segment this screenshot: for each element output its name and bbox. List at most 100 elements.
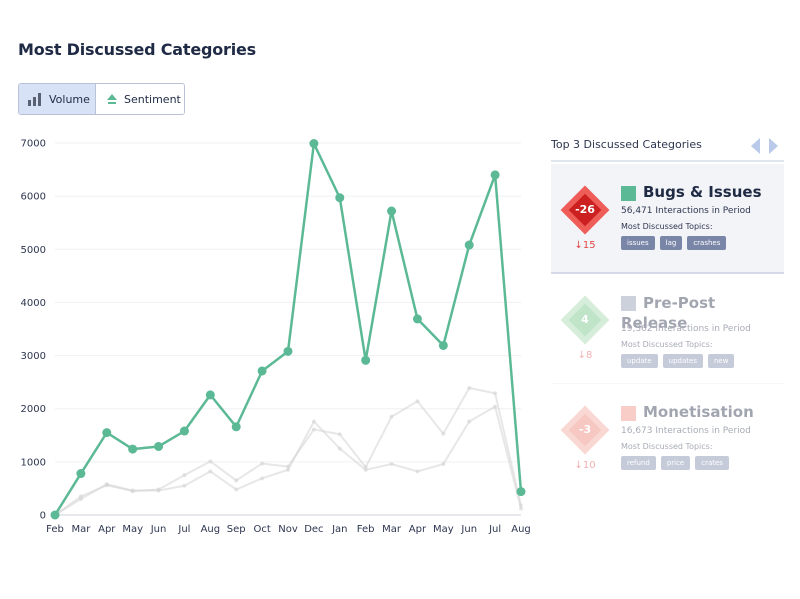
y-tick-label: 3000 bbox=[21, 351, 46, 362]
data-point bbox=[337, 432, 342, 437]
sentiment-diamond: -3 bbox=[560, 405, 610, 455]
data-point bbox=[76, 469, 86, 479]
data-point bbox=[78, 494, 83, 499]
category-swatch bbox=[621, 296, 636, 311]
x-tick-label: Oct bbox=[253, 524, 270, 535]
x-tick-label: Jul bbox=[177, 524, 190, 535]
data-point bbox=[260, 461, 265, 466]
topic-chip[interactable]: crates bbox=[695, 456, 729, 470]
data-point bbox=[441, 431, 446, 436]
page-title: Most Discussed Categories bbox=[18, 40, 256, 59]
data-point bbox=[387, 206, 397, 216]
sentiment-label: Sentiment bbox=[124, 92, 181, 106]
data-point bbox=[493, 404, 498, 409]
topic-chip[interactable]: lag bbox=[659, 236, 683, 250]
series-line bbox=[54, 405, 522, 516]
sentiment-score: -3 bbox=[578, 423, 592, 436]
topics-label: Most Discussed Topics: bbox=[621, 340, 713, 349]
topic-chip[interactable]: update bbox=[621, 354, 658, 368]
x-tick-label: Jan bbox=[331, 524, 347, 535]
data-point bbox=[128, 444, 138, 454]
data-point bbox=[467, 385, 472, 390]
x-tick-label: Apr bbox=[409, 524, 427, 535]
x-tick-label: May bbox=[433, 524, 454, 535]
data-point bbox=[516, 487, 526, 497]
sentiment-score: -26 bbox=[575, 203, 595, 216]
data-point bbox=[205, 390, 215, 400]
data-point bbox=[154, 441, 164, 451]
x-tick-label: Mar bbox=[71, 524, 91, 535]
line-chart: 0 1000 2000 3000 4000 5000 6000 7000 Feb Mar Apr Ma… bbox=[21, 139, 531, 536]
data-point bbox=[493, 391, 498, 396]
x-tick-label: May bbox=[122, 524, 143, 535]
data-point bbox=[415, 469, 420, 474]
x-tick-label: Nov bbox=[278, 524, 298, 535]
data-point bbox=[50, 510, 60, 520]
x-tick-label: Feb bbox=[46, 524, 64, 535]
sentiment-diamond: 4 bbox=[560, 295, 610, 345]
data-point bbox=[335, 193, 345, 203]
topic-chips: issues lag crashes bbox=[621, 236, 727, 250]
data-point bbox=[156, 487, 161, 492]
topic-chip[interactable]: issues bbox=[621, 236, 655, 250]
score-delta: ↓15 bbox=[565, 240, 605, 251]
score-delta: ↓10 bbox=[565, 460, 605, 471]
topic-chip[interactable]: new bbox=[707, 354, 735, 368]
topic-chip[interactable]: updates bbox=[662, 354, 703, 368]
category-swatch bbox=[621, 406, 636, 421]
y-tick-label: 6000 bbox=[21, 192, 46, 203]
y-tick-label: 1000 bbox=[21, 457, 46, 468]
data-point bbox=[438, 340, 448, 350]
data-point bbox=[179, 426, 189, 436]
x-tick-label: Jun bbox=[150, 524, 167, 535]
topic-chip[interactable]: refund bbox=[621, 456, 656, 470]
y-tick-label: 7000 bbox=[21, 139, 46, 150]
data-point bbox=[415, 399, 420, 404]
x-tick-label: Dec bbox=[304, 524, 323, 535]
next-arrow-icon[interactable] bbox=[769, 138, 778, 154]
data-point bbox=[182, 473, 187, 478]
volume-tab[interactable]: Volume bbox=[19, 84, 96, 114]
score-delta: ↓8 bbox=[565, 350, 605, 361]
category-card[interactable]: -26 ↓15 Bugs & Issues 56,471 Interaction… bbox=[551, 164, 784, 274]
category-card[interactable]: -3 ↓10 Monetisation 16,673 Interactions … bbox=[551, 384, 784, 494]
topic-chip[interactable]: price bbox=[660, 456, 691, 470]
series-line bbox=[53, 142, 523, 516]
data-point bbox=[519, 506, 523, 511]
data-point bbox=[412, 314, 422, 324]
y-tick-label: 2000 bbox=[21, 404, 46, 415]
data-point bbox=[104, 483, 109, 488]
category-name: Monetisation bbox=[643, 403, 754, 421]
y-tick-label: 4000 bbox=[21, 298, 46, 309]
down-arrow-icon: ↓ bbox=[574, 460, 583, 471]
sentiment-diamond: -26 bbox=[560, 185, 610, 235]
sentiment-score: 4 bbox=[581, 313, 589, 326]
category-card[interactable]: 4 ↓8 Pre-Post Release 19,362 Interaction… bbox=[551, 274, 784, 384]
data-point bbox=[182, 483, 187, 488]
data-point bbox=[309, 139, 319, 149]
x-tick-label: Sep bbox=[227, 524, 246, 535]
delta-value: 15 bbox=[582, 240, 596, 251]
sentiment-tab[interactable]: Sentiment bbox=[96, 84, 184, 114]
x-tick-label: Mar bbox=[382, 524, 402, 535]
data-point bbox=[231, 422, 241, 432]
topic-chip[interactable]: crashes bbox=[687, 236, 727, 250]
topics-label: Most Discussed Topics: bbox=[621, 222, 713, 231]
top-categories-panel: Top 3 Discussed Categories -26 ↓15 Bugs … bbox=[551, 130, 784, 471]
x-tick-label: Apr bbox=[98, 524, 116, 535]
interactions-count: 19,362 Interactions in Period bbox=[621, 324, 751, 334]
data-point bbox=[441, 461, 446, 466]
data-point bbox=[257, 366, 267, 376]
prev-arrow-icon[interactable] bbox=[751, 138, 760, 154]
x-tick-label: Aug bbox=[201, 524, 221, 535]
x-tick-label: Jul bbox=[488, 524, 501, 535]
data-point bbox=[286, 464, 290, 469]
data-point bbox=[102, 428, 112, 438]
view-toggle: Volume Sentiment bbox=[18, 83, 185, 115]
topic-chips: update updates new bbox=[621, 354, 735, 368]
data-point bbox=[286, 467, 290, 472]
data-point bbox=[283, 346, 293, 356]
data-point bbox=[234, 478, 239, 483]
delta-value: 8 bbox=[586, 350, 593, 361]
panel-title: Top 3 Discussed Categories bbox=[551, 138, 702, 151]
